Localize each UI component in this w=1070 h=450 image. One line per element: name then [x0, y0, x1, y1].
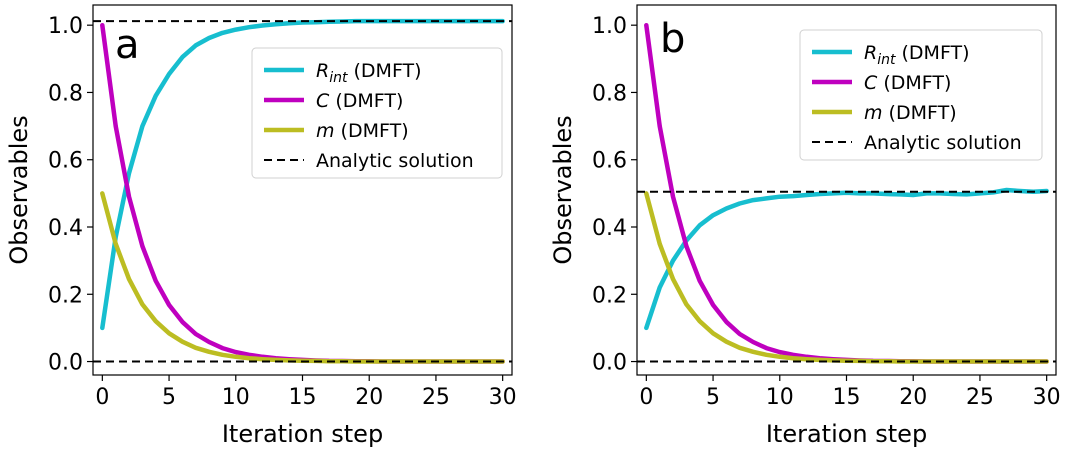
x-tick-label: 10 [766, 385, 794, 410]
x-tick-label: 0 [639, 385, 653, 410]
x-tick-label: 30 [1033, 385, 1061, 410]
y-tick-label: 0.2 [592, 283, 627, 308]
legend-box [251, 47, 503, 179]
x-tick-label: 20 [355, 385, 383, 410]
x-tick-label: 0 [95, 385, 109, 410]
y-axis-label: Observables [5, 115, 33, 264]
y-tick-label: 0.8 [592, 81, 627, 106]
y-tick-label: 0.4 [48, 216, 83, 241]
x-tick-label: 30 [489, 385, 517, 410]
legend-entry: Analytic solution [864, 132, 1022, 154]
legend: Rint (DMFT) C (DMFT) m (DMFT) Analytic solu… [799, 29, 1043, 161]
x-tick-label: 15 [833, 385, 861, 410]
legend-box [799, 29, 1043, 161]
x-tick-label: 15 [289, 385, 317, 410]
panel-b: 0 5 10 15 20 25 30 0.0 0.2 0.4 0.6 0.8 1.0 Iteration … [549, 4, 1061, 448]
legend-entry: Analytic solution [316, 150, 474, 172]
legend-entry: C (DMFT) [316, 90, 403, 112]
legend-entry: Rint (DMFT) [864, 42, 970, 68]
panel-letter: b [660, 16, 685, 62]
x-axis-label: Iteration step [766, 420, 927, 448]
legend: Rint (DMFT) C (DMFT) m (DMFT) Analytic solu… [251, 47, 503, 179]
x-tick-label: 25 [422, 385, 450, 410]
y-tick-label: 0.4 [592, 216, 627, 241]
x-axis-label: Iteration step [222, 420, 383, 448]
legend-entry: Rint (DMFT) [316, 60, 422, 86]
legend-entry: C (DMFT) [864, 72, 951, 94]
x-tick-label: 25 [966, 385, 994, 410]
x-tick-label: 5 [706, 385, 720, 410]
y-tick-label: 0.0 [48, 351, 83, 376]
x-tick-label: 5 [162, 385, 176, 410]
x-tick-label: 10 [222, 385, 250, 410]
series-line-r [644, 187, 1049, 331]
panel-a: 0 5 10 15 20 25 30 0.0 0.2 0.4 0.6 0.8 1.0 Iteration … [5, 4, 517, 448]
legend-entry: m (DMFT) [864, 102, 957, 124]
legend-entry: m (DMFT) [316, 120, 409, 142]
y-tick-label: 0.6 [592, 149, 627, 174]
y-tick-label: 0.0 [592, 351, 627, 376]
series-line-m [100, 191, 505, 364]
y-tick-label: 0.8 [48, 81, 83, 106]
y-tick-label: 1.0 [48, 14, 83, 39]
y-tick-label: 1.0 [592, 14, 627, 39]
panel-letter: a [115, 22, 140, 68]
y-tick-label: 0.2 [48, 283, 83, 308]
x-tick-label: 20 [899, 385, 927, 410]
y-axis-label: Observables [549, 115, 577, 264]
y-tick-label: 0.6 [48, 149, 83, 174]
